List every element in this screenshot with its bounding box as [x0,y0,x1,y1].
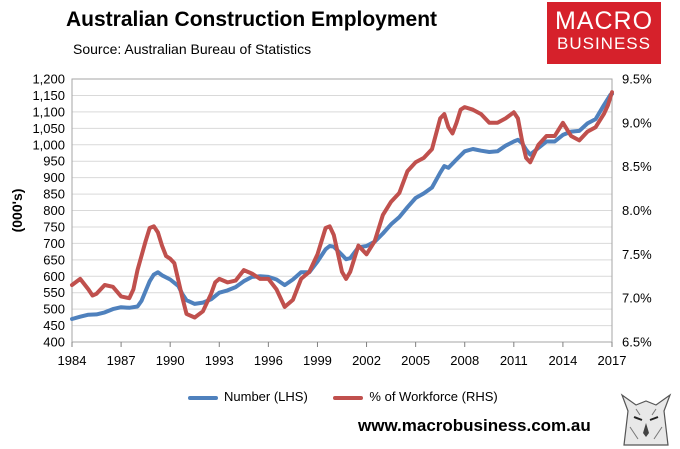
y-tick-label-left: 750 [43,219,65,234]
y-tick-label-right: 8.5% [622,159,652,174]
x-tick-label: 2011 [500,353,528,368]
y-tick-label-left: 500 [43,302,65,317]
chart-legend: Number (LHS) % of Workforce (RHS) [188,389,520,404]
macrobusiness-logo: MACRO BUSINESS [547,2,661,64]
y-tick-label-left: 450 [43,318,65,333]
wolf-mascot-icon [620,393,672,446]
x-tick-label: 1996 [254,353,283,368]
logo-line-1: MACRO [554,7,654,35]
legend-swatch-red [333,395,364,400]
plot-area-border [71,78,613,343]
y-tick-label-left: 600 [43,269,65,284]
y-tick-label-left: 800 [43,203,65,218]
legend-label-workforce: % of Workforce (RHS) [369,389,498,404]
y-tick-label-right: 7.0% [622,291,652,306]
series-line-number [70,91,614,321]
x-tick-label: 1993 [205,353,234,368]
y-tick-label-left: 1,100 [32,104,65,119]
x-tick-label: 2002 [352,353,381,368]
x-tick-label: 1987 [107,353,136,368]
legend-item-number: Number (LHS) [188,389,308,404]
x-tick-label: 2014 [548,353,577,368]
y-tick-label-left: 1,050 [32,121,65,136]
y-tick-label-left: 1,150 [32,88,65,103]
series-line-workforce [70,90,614,320]
y-tick-label-right: 6.5% [622,335,652,350]
y-tick-label-right: 9.5% [622,72,652,87]
y-tick-label-left: 850 [43,187,65,202]
y-tick-label-right: 7.5% [622,247,652,262]
y-tick-label-left: 950 [43,154,65,169]
x-tick-label: 2005 [401,353,430,368]
y-tick-label-left: 900 [43,170,65,185]
x-tick-label: 1984 [58,353,87,368]
chart-title: Australian Construction Employment [66,8,438,31]
x-tick-label: 1990 [156,353,185,368]
y-tick-label-left: 1,200 [32,72,65,87]
x-tick-label: 1999 [303,353,332,368]
x-tick-label: 2008 [450,353,479,368]
website-url[interactable]: www.macrobusiness.com.au [358,416,591,435]
legend-label-number: Number (LHS) [224,389,308,404]
y-tick-label-left: 400 [43,335,65,350]
legend-item-workforce: % of Workforce (RHS) [333,389,498,404]
x-tick-label: 2017 [598,353,627,368]
logo-line-2: BUSINESS [557,34,651,53]
y-tick-label-right: 9.0% [622,115,652,130]
y-tick-label-left: 550 [43,285,65,300]
y-tick-label-left: 650 [43,252,65,267]
y-tick-label-left: 700 [43,236,65,251]
y-tick-label-right: 8.0% [622,203,652,218]
legend-swatch-blue [188,395,218,400]
chart-source: Source: Australian Bureau of Statistics [73,41,312,57]
y-tick-label-left: 1,000 [32,137,65,152]
y-axis-title: (000's) [9,189,25,233]
